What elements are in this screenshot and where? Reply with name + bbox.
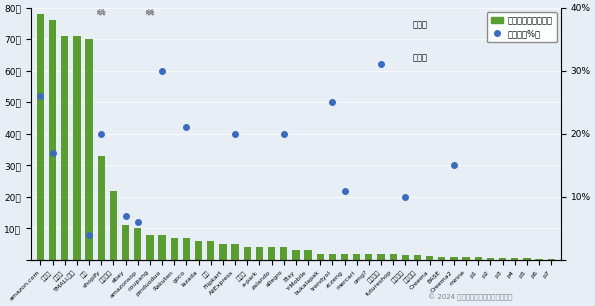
Bar bbox=[37, 14, 44, 260]
Bar bbox=[110, 191, 117, 260]
Bar bbox=[414, 255, 421, 260]
Bar bbox=[317, 254, 324, 260]
Bar bbox=[243, 247, 251, 260]
Bar bbox=[377, 254, 384, 260]
Bar bbox=[462, 257, 470, 260]
Bar bbox=[536, 259, 543, 260]
Bar bbox=[280, 247, 287, 260]
Bar bbox=[353, 254, 361, 260]
Bar bbox=[122, 225, 129, 260]
Bar bbox=[390, 254, 397, 260]
Bar bbox=[426, 256, 433, 260]
Bar bbox=[305, 251, 312, 260]
Bar bbox=[402, 255, 409, 260]
Bar bbox=[49, 20, 57, 260]
Bar bbox=[365, 254, 372, 260]
Text: © 2024 エンパワーショップ株式会社: © 2024 エンパワーショップ株式会社 bbox=[428, 294, 513, 301]
Bar bbox=[450, 257, 458, 260]
Text: 43: 43 bbox=[97, 9, 106, 15]
Bar bbox=[487, 258, 494, 260]
Bar bbox=[207, 241, 214, 260]
Bar bbox=[195, 241, 202, 260]
Legend: 年間流通総額（円）, 前年比（%）: 年間流通総額（円）, 前年比（%） bbox=[487, 12, 557, 42]
Bar bbox=[475, 257, 482, 260]
Bar bbox=[268, 247, 275, 260]
Bar bbox=[158, 235, 166, 260]
Bar bbox=[134, 228, 142, 260]
Bar bbox=[61, 36, 68, 260]
Bar bbox=[86, 39, 93, 260]
Bar bbox=[547, 259, 555, 260]
Bar bbox=[73, 36, 81, 260]
Bar bbox=[438, 257, 446, 260]
Bar bbox=[231, 244, 239, 260]
Bar bbox=[220, 244, 227, 260]
Bar bbox=[511, 258, 518, 260]
Bar bbox=[171, 238, 178, 260]
Bar bbox=[146, 235, 154, 260]
Text: 右軸：: 右軸： bbox=[412, 53, 428, 62]
Bar bbox=[499, 258, 506, 260]
Bar bbox=[256, 247, 263, 260]
Text: 44: 44 bbox=[146, 9, 154, 15]
Bar bbox=[523, 258, 531, 260]
Bar bbox=[341, 254, 348, 260]
Bar bbox=[328, 254, 336, 260]
Bar bbox=[183, 238, 190, 260]
Text: 左軸：: 左軸： bbox=[412, 20, 428, 29]
Bar bbox=[98, 156, 105, 260]
Bar bbox=[292, 251, 299, 260]
